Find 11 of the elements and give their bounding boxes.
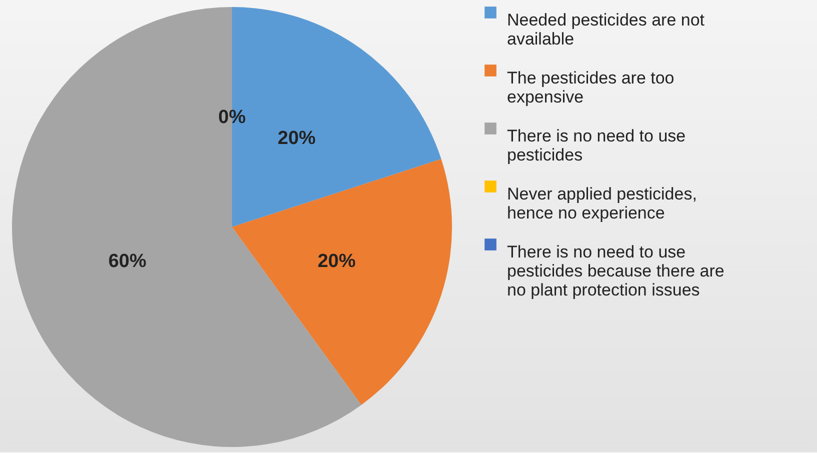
data-label: 60% (108, 250, 146, 272)
text: 0% (218, 107, 246, 128)
data-label: 20% (318, 250, 356, 272)
legend-label: Never applied pesticides, hence no experience (507, 184, 697, 222)
legend-label: There is no need to use pesticides because there are no plant protection issues (507, 242, 724, 300)
legend-label: Needed pesticides are not available (507, 10, 705, 48)
data-label: 20% (278, 128, 316, 150)
legend-label: There is no need to use pesticides (507, 126, 686, 164)
pie-slice (12, 7, 362, 447)
pie-slice (232, 159, 452, 405)
legend-label: The pesticides are too expensive (507, 68, 674, 106)
